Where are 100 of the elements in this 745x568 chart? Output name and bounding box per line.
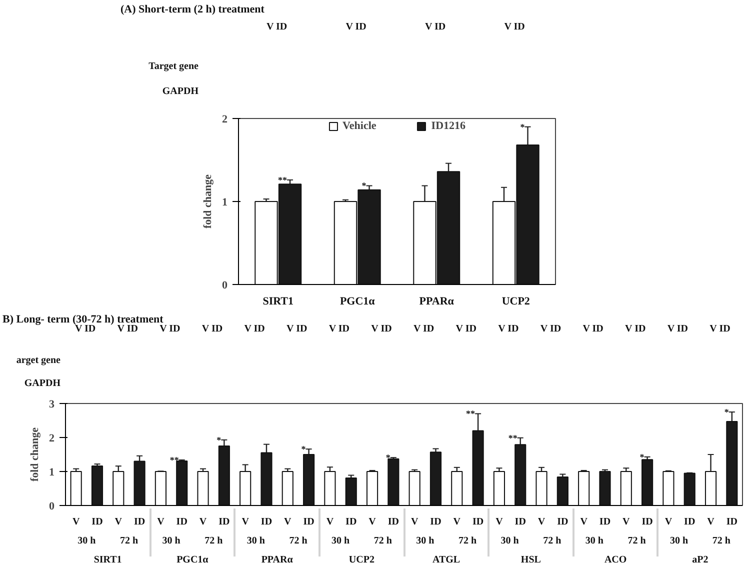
x-tick-label: 30 h bbox=[246, 536, 266, 546]
text: ATGL bbox=[432, 554, 460, 566]
text: V ID bbox=[710, 324, 730, 334]
bar bbox=[704, 471, 717, 506]
text: GAPDH bbox=[24, 378, 61, 389]
series-label: ID bbox=[92, 516, 103, 528]
text: ID bbox=[726, 516, 738, 528]
text: HSL bbox=[520, 554, 542, 566]
text: V bbox=[114, 516, 122, 528]
text: ACO bbox=[604, 554, 627, 566]
text: Target gene bbox=[148, 61, 200, 72]
data-label: * bbox=[520, 122, 526, 132]
text: ID bbox=[514, 516, 526, 528]
y-tick-label: 0 bbox=[222, 280, 228, 292]
bar bbox=[154, 471, 166, 506]
text: ID bbox=[599, 516, 611, 528]
legend-label: ID1216 bbox=[431, 120, 466, 132]
text: V ID bbox=[160, 324, 180, 334]
text: V bbox=[157, 516, 164, 528]
bar bbox=[324, 471, 336, 506]
bar bbox=[91, 466, 104, 506]
bar bbox=[176, 460, 188, 506]
data-label: ** bbox=[466, 408, 476, 419]
text: V bbox=[664, 516, 672, 528]
x-tick-label: UCP2 bbox=[502, 296, 530, 308]
data-label: * bbox=[640, 452, 645, 462]
legend-label: Vehicle bbox=[342, 120, 376, 132]
text: V ID bbox=[117, 324, 138, 334]
data-label: * bbox=[724, 407, 730, 417]
bar bbox=[599, 471, 611, 506]
x-tick-label: SIRT1 bbox=[262, 296, 294, 308]
text: ID bbox=[642, 516, 653, 528]
x-tick-label: 30 h bbox=[332, 536, 350, 546]
text: GAPDH bbox=[162, 86, 199, 97]
text: ID bbox=[684, 516, 696, 528]
text: arget gene bbox=[16, 355, 62, 366]
y-tick-label: 2 bbox=[222, 114, 228, 126]
data-label: * bbox=[301, 444, 306, 454]
bar bbox=[388, 458, 400, 506]
text: V ID bbox=[371, 324, 392, 334]
x-tick-label: 72 h bbox=[374, 536, 392, 546]
bar bbox=[578, 471, 590, 506]
x-tick-label: 30 h bbox=[670, 536, 688, 546]
text: V bbox=[410, 516, 418, 528]
bar bbox=[493, 471, 505, 506]
x-tick-label: 30 h bbox=[585, 536, 604, 546]
data-label: ** bbox=[508, 432, 518, 443]
text: V ID bbox=[266, 22, 288, 32]
x-tick-label: PPARα bbox=[419, 296, 455, 308]
text: V ID bbox=[540, 324, 562, 334]
text: V ID bbox=[346, 22, 366, 32]
bar bbox=[620, 471, 632, 506]
text: ID bbox=[557, 516, 568, 528]
x-tick-label: 30 h bbox=[78, 536, 96, 546]
text: V ID bbox=[413, 324, 434, 334]
series-label: V bbox=[72, 516, 80, 528]
text: ID bbox=[176, 516, 188, 528]
text: ID bbox=[346, 516, 357, 528]
bar bbox=[662, 471, 674, 506]
text: ID bbox=[134, 516, 146, 528]
text: V ID bbox=[202, 324, 223, 334]
text: SIRT1 bbox=[94, 554, 122, 566]
bar bbox=[366, 471, 378, 506]
text: ID bbox=[303, 516, 314, 528]
text: UCP2 bbox=[348, 554, 374, 566]
text: V ID bbox=[667, 324, 688, 334]
text: V ID bbox=[456, 324, 476, 334]
bar bbox=[197, 471, 209, 506]
text: V bbox=[496, 516, 503, 528]
text: V bbox=[538, 516, 546, 528]
y-tick-label: 1 bbox=[49, 466, 54, 478]
chart-title: (A) Short-term (2 h) treatment bbox=[120, 4, 265, 16]
bar bbox=[112, 471, 124, 506]
text: V ID bbox=[424, 22, 446, 32]
x-tick-label: 30 h bbox=[416, 536, 435, 546]
x-tick-label: PGC1α bbox=[340, 296, 376, 308]
bar bbox=[430, 452, 442, 506]
text: V ID bbox=[74, 324, 96, 334]
text: V ID bbox=[625, 324, 646, 334]
data-label: ** bbox=[170, 454, 180, 465]
bar bbox=[408, 471, 420, 506]
text: V bbox=[622, 516, 630, 528]
data-label: * bbox=[362, 180, 367, 191]
text: ID bbox=[472, 516, 484, 528]
text: V ID bbox=[286, 324, 308, 334]
text: V bbox=[199, 516, 207, 528]
text: V ID bbox=[328, 324, 350, 334]
text: V ID bbox=[582, 324, 604, 334]
y-tick-label: 2 bbox=[49, 432, 55, 444]
bar bbox=[684, 472, 696, 506]
text: V bbox=[580, 516, 588, 528]
text: V ID bbox=[504, 22, 525, 32]
text: PGC1α bbox=[176, 554, 209, 566]
bar bbox=[451, 471, 463, 506]
bar bbox=[240, 471, 252, 506]
text: V bbox=[284, 516, 292, 528]
text: V bbox=[707, 516, 714, 528]
x-tick-label: 72 h bbox=[543, 536, 562, 546]
text: V bbox=[368, 516, 376, 528]
text: V bbox=[453, 516, 461, 528]
